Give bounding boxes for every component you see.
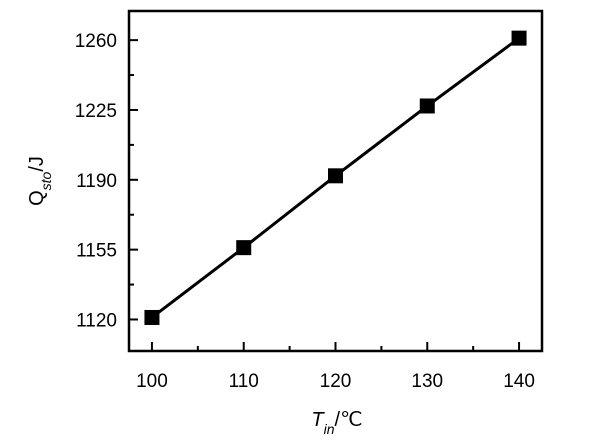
y-axis-label-sub: sto (38, 171, 54, 190)
x-axis-label-unit: /℃ (335, 409, 363, 431)
minor-ticks (129, 74, 475, 351)
y-tick-label: 1155 (76, 241, 117, 262)
x-tick-label: 110 (229, 371, 259, 392)
x-axis-label-sub: in (324, 421, 335, 437)
x-tick-labels: 100 110 120 130 140 (136, 371, 535, 392)
y-tick-label: 1190 (76, 171, 117, 192)
data-point (144, 309, 160, 325)
plot-frame (127, 9, 544, 353)
data-point (236, 240, 252, 256)
y-axis-label-unit: /J (26, 156, 48, 172)
y-axis-label-main: Q (26, 190, 48, 206)
y-tick-label: 1120 (76, 310, 117, 331)
x-tick-label: 140 (503, 371, 535, 392)
y-tick-label: 1225 (75, 101, 117, 122)
x-tick-label: 120 (320, 371, 352, 392)
y-tick-labels: 1120 1155 1190 1225 1260 (75, 31, 117, 331)
series-layer (144, 30, 527, 325)
x-tick-label: 130 (411, 371, 443, 392)
data-point (511, 30, 527, 46)
major-ticks (129, 39, 521, 351)
x-axis-label: Tin/℃ (311, 409, 362, 437)
x-tick-label: 100 (136, 371, 168, 392)
y-tick-label: 1260 (75, 31, 117, 52)
data-point (328, 168, 343, 184)
x-axis-label-main: T (311, 409, 325, 431)
data-point (419, 98, 435, 114)
y-axis-label: Qsto/J (26, 156, 54, 206)
